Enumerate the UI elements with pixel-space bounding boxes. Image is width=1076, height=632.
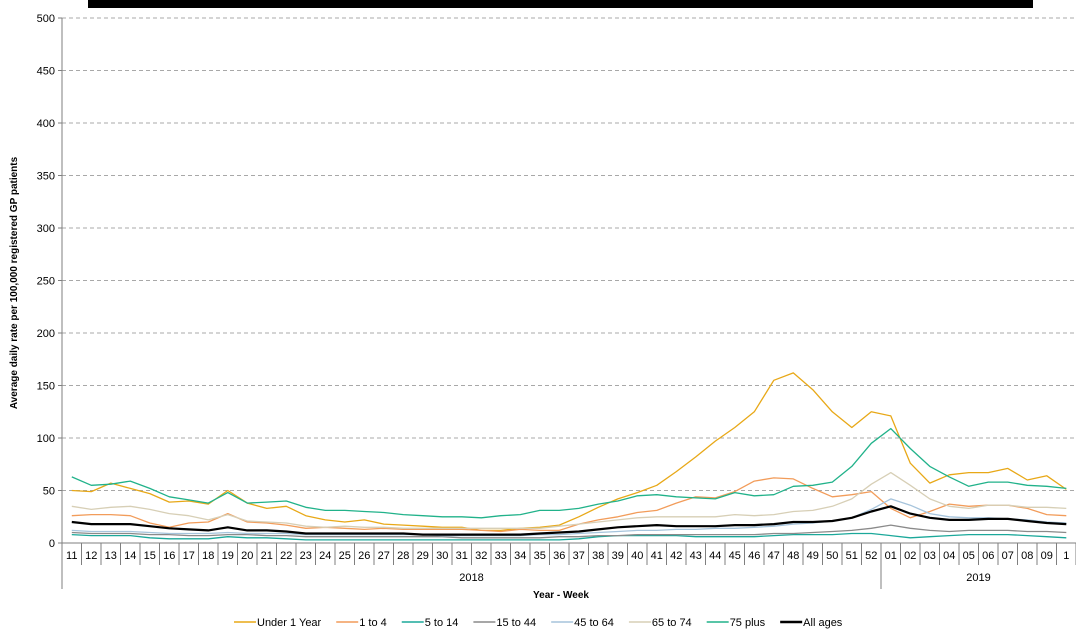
x-tick-label: 08 bbox=[1021, 550, 1033, 562]
y-tick-label: 400 bbox=[37, 118, 55, 130]
x-tick-label: 20 bbox=[241, 550, 253, 562]
y-tick-label: 50 bbox=[43, 486, 55, 498]
x-tick-label: 12 bbox=[85, 550, 97, 562]
x-tick-label: 14 bbox=[124, 550, 136, 562]
y-tick-label: 200 bbox=[37, 328, 55, 340]
legend-label: 15 to 44 bbox=[496, 617, 536, 629]
x-tick-label: 05 bbox=[963, 550, 975, 562]
x-tick-label: 25 bbox=[339, 550, 351, 562]
y-axis-ticks: 0 50 100 150 200 250 300 350 400 450 500 bbox=[37, 13, 63, 550]
series-line-3 bbox=[71, 524, 1067, 539]
x-tick-label: 09 bbox=[1041, 550, 1053, 562]
series-line-1 bbox=[71, 477, 1067, 533]
x-tick-label: 01 bbox=[885, 550, 897, 562]
x-tick-label: 43 bbox=[690, 550, 702, 562]
x-tick-label: 07 bbox=[1002, 550, 1014, 562]
x-axis-label: Year - Week bbox=[533, 590, 589, 601]
x-tick-label: 26 bbox=[358, 550, 370, 562]
legend-label: Under 1 Year bbox=[257, 617, 322, 629]
x-tick-label: 13 bbox=[105, 550, 117, 562]
x-tick-label: 27 bbox=[378, 550, 390, 562]
legend-label: 65 to 74 bbox=[652, 617, 692, 629]
x-tick-label: 39 bbox=[612, 550, 624, 562]
legend-label: 1 to 4 bbox=[359, 617, 387, 629]
x-tick-label: 35 bbox=[534, 550, 546, 562]
x-tick-label: 48 bbox=[787, 550, 799, 562]
y-tick-label: 250 bbox=[37, 276, 55, 288]
x-tick-label: 02 bbox=[904, 550, 916, 562]
x-tick-label: 42 bbox=[670, 550, 682, 562]
y-tick-label: 150 bbox=[37, 381, 55, 393]
legend-label: 45 to 64 bbox=[574, 617, 614, 629]
x-tick-label: 33 bbox=[495, 550, 507, 562]
x-tick-label: 1 bbox=[1063, 550, 1069, 562]
x-axis: 11 12 13 14 15 16 17 18 19 20 21 22 23 24 25 26 27 28 29 30… bbox=[61, 542, 1076, 589]
y-tick-label: 450 bbox=[37, 66, 55, 78]
x-tick-label: 04 bbox=[943, 550, 955, 562]
year-label: 2018 bbox=[459, 572, 483, 584]
x-tick-label: 47 bbox=[768, 550, 780, 562]
x-tick-label: 45 bbox=[729, 550, 741, 562]
x-tick-label: 51 bbox=[846, 550, 858, 562]
x-tick-label: 06 bbox=[982, 550, 994, 562]
series-line-7 bbox=[71, 505, 1067, 536]
x-tick-label: 31 bbox=[456, 550, 468, 562]
x-tick-label: 46 bbox=[748, 550, 760, 562]
x-tick-label: 52 bbox=[865, 550, 877, 562]
x-tick-label: 19 bbox=[222, 550, 234, 562]
legend-label: 5 to 14 bbox=[425, 617, 459, 629]
y-tick-label: 100 bbox=[37, 433, 55, 445]
y-axis-label: Average daily rate per 100,000 registere… bbox=[9, 156, 20, 409]
x-tick-label: 41 bbox=[651, 550, 663, 562]
series-line-4 bbox=[71, 498, 1067, 537]
x-tick-label: 29 bbox=[417, 550, 429, 562]
legend: Under 1 Year 1 to 4 5 to 14 15 to 44 45 to 6… bbox=[234, 617, 843, 629]
series-line-0 bbox=[71, 372, 1067, 532]
y-tick-label: 500 bbox=[37, 13, 55, 25]
legend-label: All ages bbox=[803, 617, 843, 629]
y-tick-label: 300 bbox=[37, 223, 55, 235]
x-tick-label: 16 bbox=[163, 550, 175, 562]
x-tick-label: 18 bbox=[202, 550, 214, 562]
x-tick-label: 44 bbox=[709, 550, 721, 562]
x-tick-label: 32 bbox=[475, 550, 487, 562]
x-tick-label: 17 bbox=[183, 550, 195, 562]
x-tick-label: 28 bbox=[397, 550, 409, 562]
x-tick-label: 34 bbox=[514, 550, 526, 562]
x-tick-label: 03 bbox=[924, 550, 936, 562]
x-tick-label: 37 bbox=[573, 550, 585, 562]
y-tick-label: 0 bbox=[49, 538, 55, 550]
series-line-5 bbox=[71, 471, 1067, 529]
gridlines bbox=[62, 17, 1076, 491]
series-line-6 bbox=[71, 427, 1067, 519]
year-label: 2019 bbox=[966, 572, 990, 584]
series-line-2 bbox=[71, 532, 1067, 541]
x-tick-label: 23 bbox=[300, 550, 312, 562]
x-tick-label: 21 bbox=[261, 550, 273, 562]
x-tick-label: 24 bbox=[319, 550, 331, 562]
y-tick-label: 350 bbox=[37, 171, 55, 183]
x-tick-label: 49 bbox=[807, 550, 819, 562]
x-tick-label: 22 bbox=[280, 550, 292, 562]
x-tick-label: 30 bbox=[436, 550, 448, 562]
series-lines bbox=[71, 372, 1067, 541]
legend-label: 75 plus bbox=[730, 617, 766, 629]
x-tick-label: 38 bbox=[592, 550, 604, 562]
x-tick-label: 11 bbox=[66, 550, 77, 562]
x-tick-label: 50 bbox=[826, 550, 838, 562]
x-tick-label: 40 bbox=[631, 550, 643, 562]
title-banner bbox=[88, 0, 1033, 8]
x-tick-label: 15 bbox=[144, 550, 156, 562]
x-tick-label: 36 bbox=[553, 550, 565, 562]
